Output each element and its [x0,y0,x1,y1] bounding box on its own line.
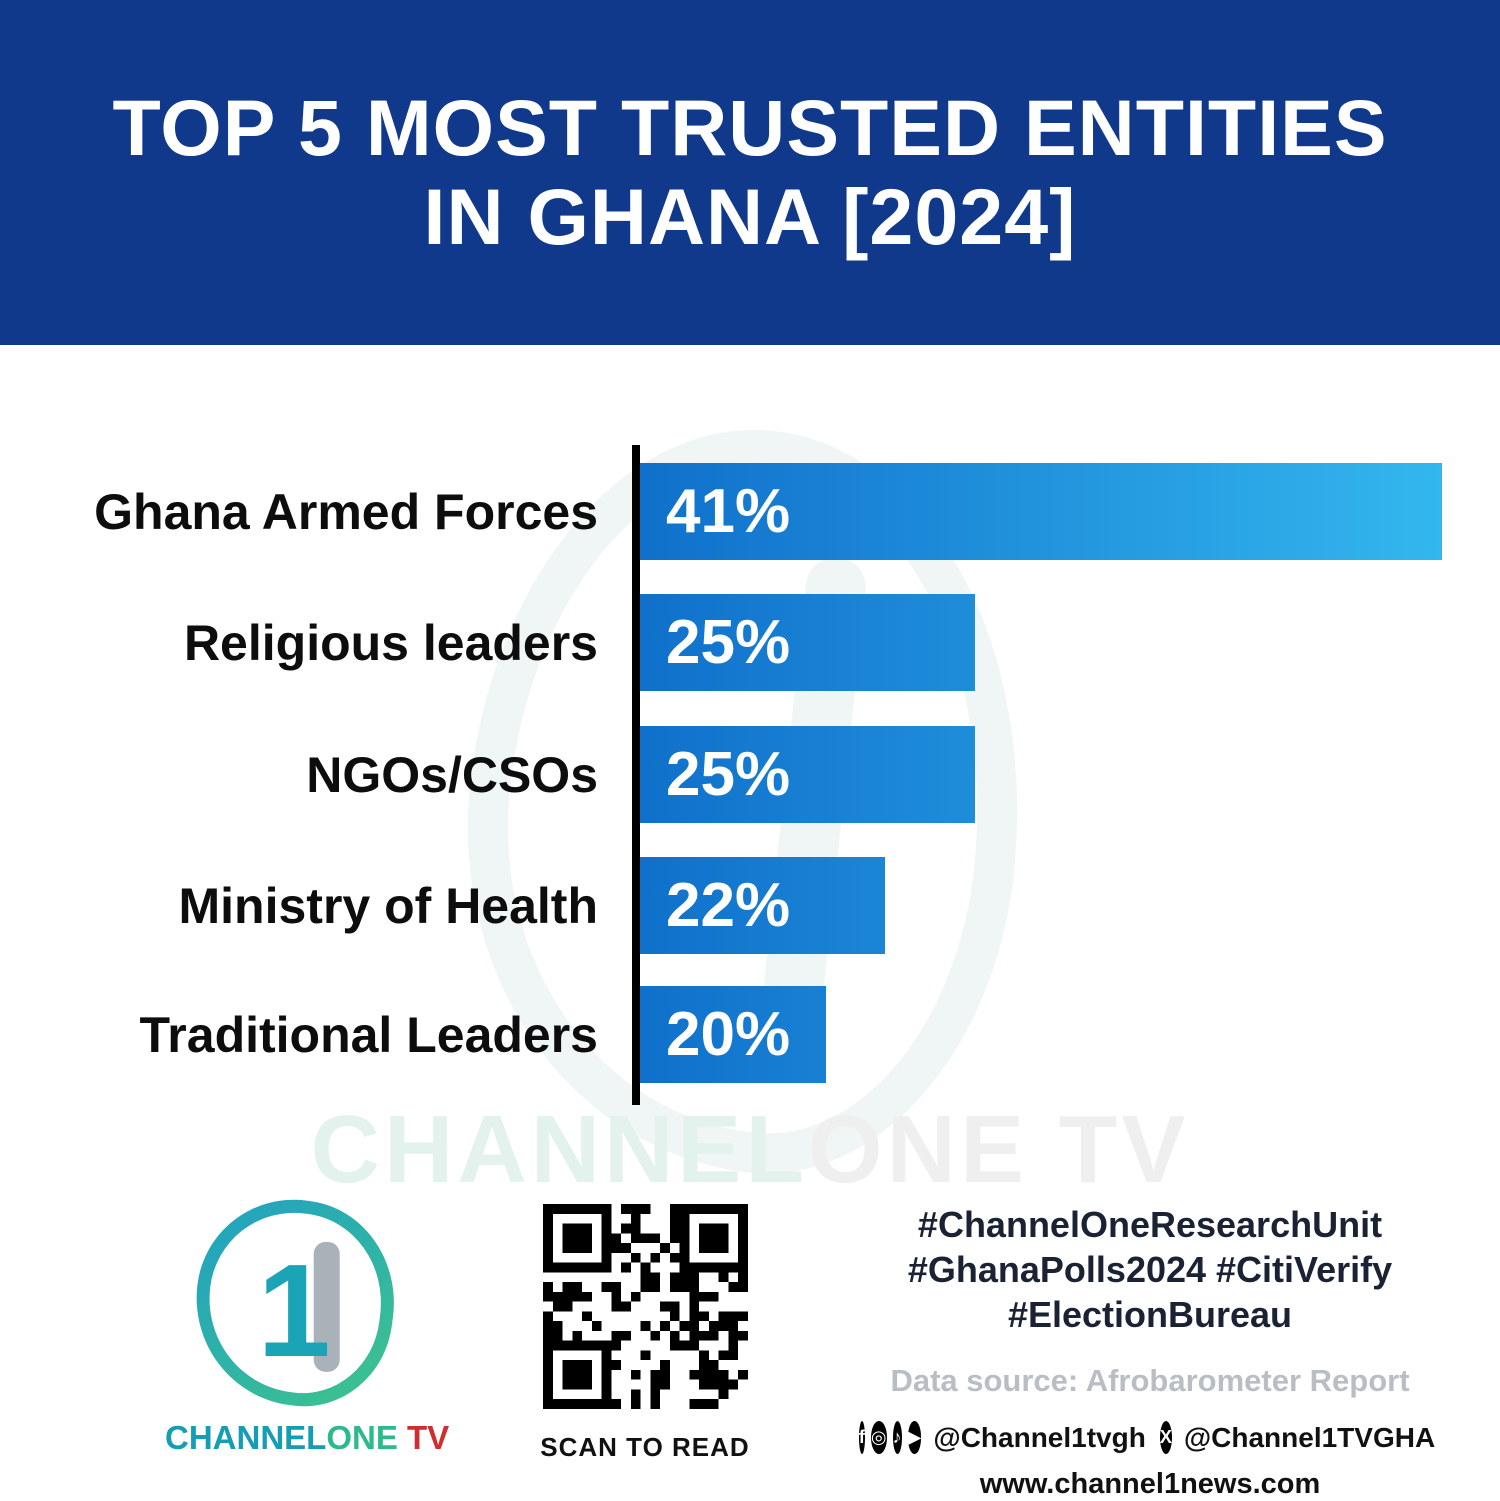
chart-row: Religious leaders 25% [0,594,1500,691]
page-title-line1: TOP 5 MOST TRUSTED ENTITIES [112,82,1388,172]
watermark-part1: CHANNEL [310,1096,808,1203]
social-handle-2: @Channel1TVGHA [1183,1421,1436,1453]
brand-part1: CHANNEL [165,1419,327,1456]
channel-one-watermark: CHANNELONE TV [0,1095,1500,1205]
footer: 1 CHANNELONE TV SCAN TO READ #ChannelOne… [0,1188,1500,1501]
brand-name: CHANNELONE TV [165,1419,449,1457]
tiktok-icon: ♪ [892,1421,902,1454]
hashtags: #ChannelOneResearchUnit #GhanaPolls2024 … [860,1202,1440,1337]
bar-value-label: 25% [666,740,791,809]
bar-religious-leaders: 25% [640,594,976,691]
category-label: NGOs/CSOs [306,746,598,803]
facebook-icon: f [858,1421,865,1454]
data-source-text: Data source: Afrobarometer Report [890,1363,1410,1398]
chart-row: NGOs/CSOs 25% [0,726,1500,823]
social-row: f ◎ ♪ ▶ @Channel1tvgh X @Channel1TVGHA [858,1421,1440,1454]
bar-value-label: 41% [666,477,791,546]
category-label: Traditional Leaders [139,1006,598,1063]
bar-ghana-armed-forces: 41% [640,463,1442,560]
bar-ngos-csos: 25% [640,726,976,823]
bar-ministry-of-health: 22% [640,857,885,954]
hashtag-line1: #ChannelOneResearchUnit [917,1204,1383,1245]
qr-code [542,1204,748,1409]
category-label: Ghana Armed Forces [94,483,598,540]
chart-axis-line [632,445,640,1105]
chart-row: Traditional Leaders 20% [0,986,1500,1083]
chart-row: Ghana Armed Forces 41% [0,463,1500,560]
category-label: Religious leaders [183,614,598,671]
qr-caption: SCAN TO READ [540,1432,750,1462]
brand-part3: TV [397,1419,450,1456]
qr-section: SCAN TO READ [540,1204,750,1463]
website-url: www.channel1news.com [979,1468,1321,1500]
x-icon: X [1159,1421,1172,1454]
social-handle-1: @Channel1tvgh [933,1421,1146,1453]
header-banner: TOP 5 MOST TRUSTED ENTITIES IN GHANA [20… [0,0,1500,345]
youtube-icon: ▶ [907,1421,922,1454]
chart-row: Ministry of Health 22% [0,857,1500,954]
page-title-line2: IN GHANA [2024] [423,171,1077,261]
category-label: Ministry of Health [178,877,598,934]
watermark-part2: ONE TV [807,1096,1190,1203]
logo-pick-shape: 1 [184,1188,406,1417]
instagram-icon: ◎ [870,1421,887,1454]
hashtag-line2: #GhanaPolls2024 #CitiVerify [907,1249,1393,1290]
brand-part2: ONE [326,1419,398,1456]
bar-traditional-leaders: 20% [640,986,827,1083]
footer-info: #ChannelOneResearchUnit #GhanaPolls2024 … [858,1202,1440,1501]
hashtag-line3: #ElectionBureau [1007,1294,1293,1335]
logo-digit: 1 [257,1236,331,1384]
bar-value-label: 20% [666,1000,791,1069]
channel-one-logo: 1 CHANNELONE TV [165,1188,449,1457]
bar-value-label: 25% [666,608,791,677]
bar-value-label: 22% [666,871,791,940]
